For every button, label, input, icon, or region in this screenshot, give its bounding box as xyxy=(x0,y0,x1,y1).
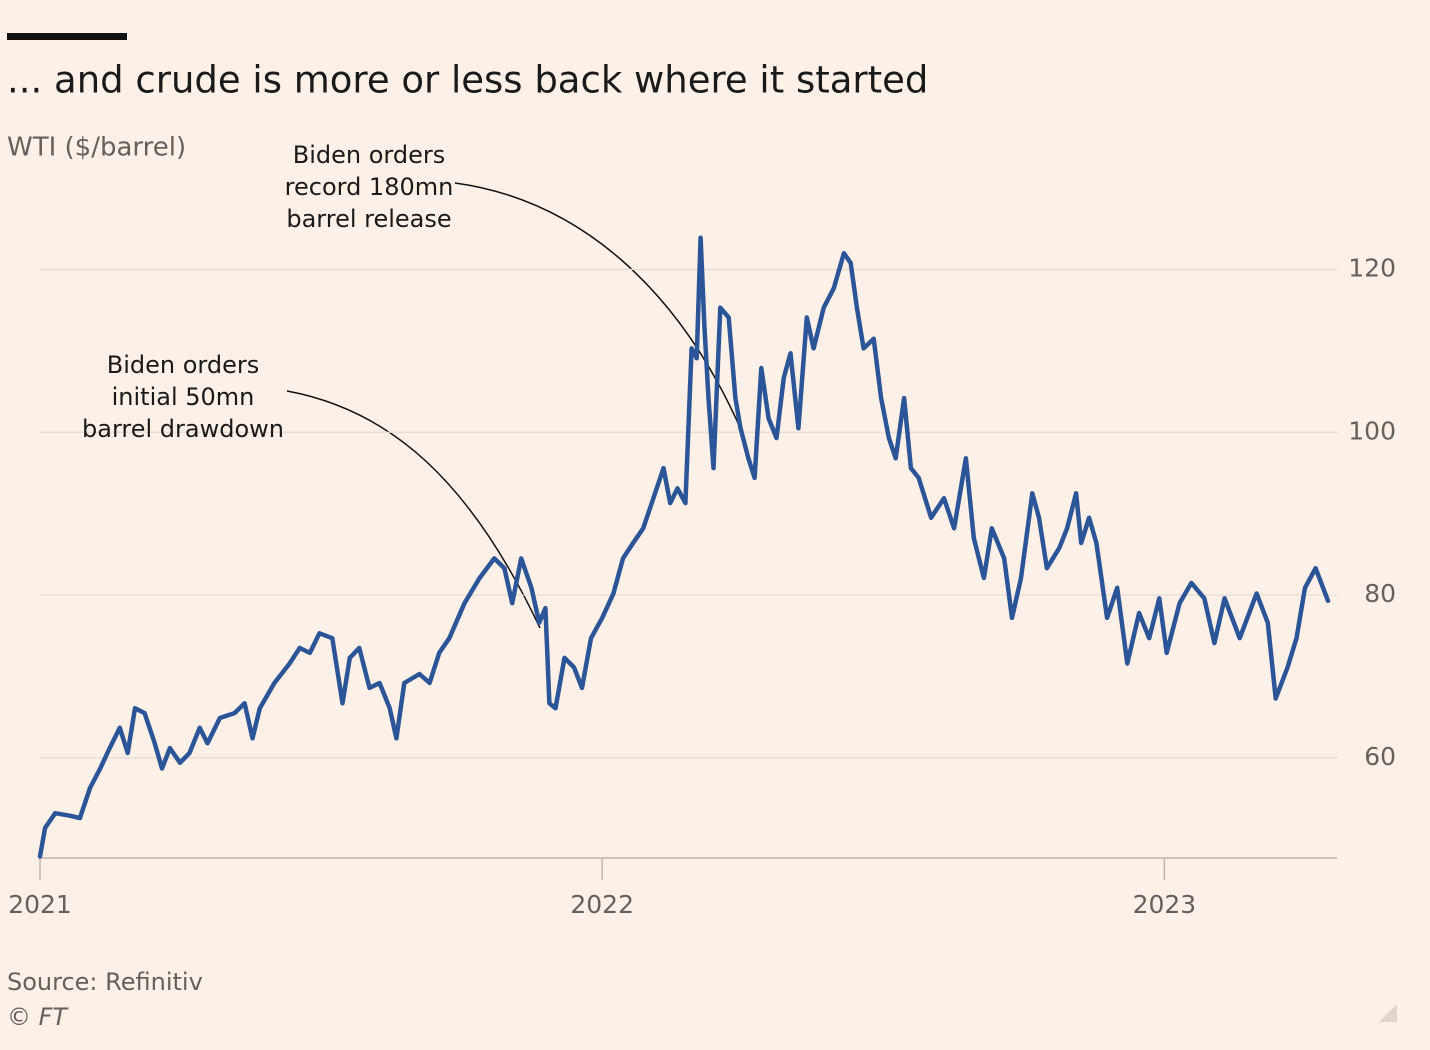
resize-icon xyxy=(1379,1004,1397,1022)
annotation-connector xyxy=(454,182,743,433)
annotation: Biden orders xyxy=(293,141,445,169)
annotation: barrel release xyxy=(286,205,451,233)
x-tick-label: 2023 xyxy=(1133,890,1197,919)
subtitle: WTI ($/barrel) xyxy=(7,133,186,163)
title-bar xyxy=(7,33,127,40)
copyright: © FT xyxy=(7,1003,69,1031)
annotation-connector xyxy=(286,390,541,629)
x-tick-label: 2021 xyxy=(8,890,72,919)
annotation: Biden orders xyxy=(107,351,259,379)
source: Source: Refinitiv xyxy=(7,968,203,996)
price-line xyxy=(37,235,1331,859)
annotation: initial 50mn xyxy=(112,383,255,411)
annotation: barrel drawdown xyxy=(82,415,284,443)
y-tick-label: 80 xyxy=(1364,579,1396,608)
x-tick-label: 2022 xyxy=(570,890,634,919)
y-tick-label: 100 xyxy=(1348,416,1396,445)
plot: 60 80 100 120 2021 2022 2023 Biden orders initia… xyxy=(8,141,1396,919)
y-tick-label: 120 xyxy=(1348,253,1396,282)
annotation: record 180mn xyxy=(285,173,454,201)
y-tick-label: 60 xyxy=(1364,742,1396,771)
chart-title: ... and crude is more or less back where… xyxy=(7,59,928,102)
